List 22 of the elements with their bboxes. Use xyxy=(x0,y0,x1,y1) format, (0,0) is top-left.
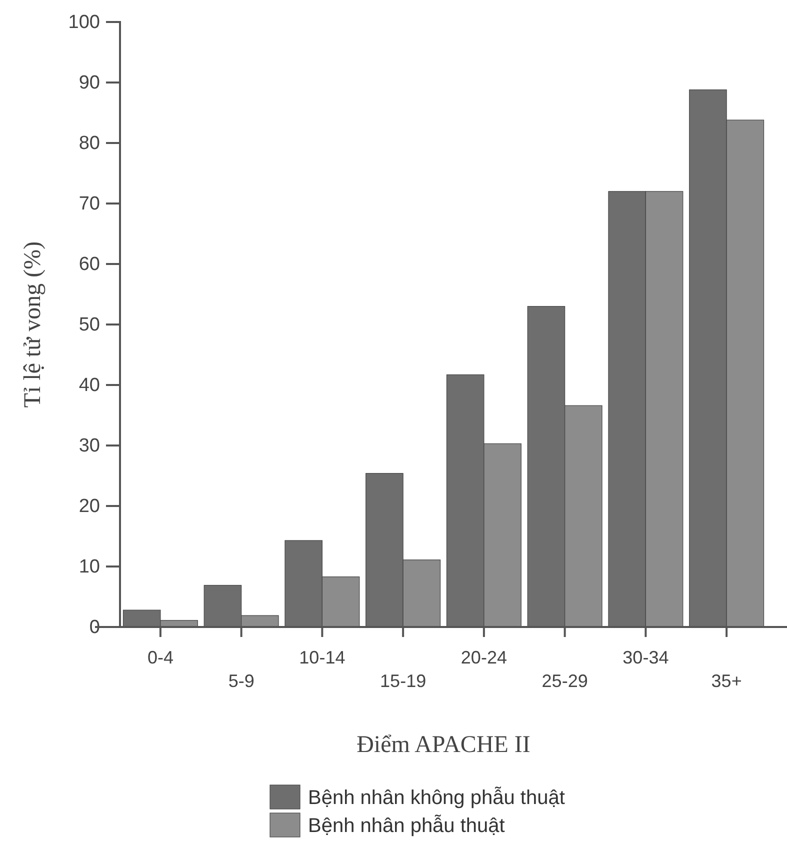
y-tick-label: 30 xyxy=(78,436,100,457)
x-tick-label: 35+ xyxy=(711,670,742,691)
legend-label: Bệnh nhân phẫu thuật xyxy=(308,814,506,837)
y-tick-label: 60 xyxy=(78,254,100,276)
x-tick-label: 15-19 xyxy=(380,670,426,691)
y-tick-label: 90 xyxy=(78,72,100,94)
y-tick-label: 70 xyxy=(78,194,100,215)
y-tick-label: 100 xyxy=(68,12,100,34)
x-tick-label: 25-29 xyxy=(542,670,588,691)
x-tick-label: 0-4 xyxy=(147,647,174,668)
y-tick-label: 50 xyxy=(78,314,100,336)
x-tick-label: 10-14 xyxy=(299,647,346,668)
legend-label: Bệnh nhân không phẫu thuật xyxy=(308,786,566,809)
x-tick-label: 5-9 xyxy=(228,670,254,691)
y-tick-label: 80 xyxy=(78,133,100,154)
x-tick-label: 30-34 xyxy=(622,647,669,668)
y-tick-label: 20 xyxy=(78,496,100,518)
x-axis-title: Điểm APACHE II xyxy=(356,732,530,758)
y-tick-label: 40 xyxy=(78,375,100,396)
y-axis-title: Tỉ lệ tử vong (%) xyxy=(20,241,46,408)
y-tick-label: 10 xyxy=(78,556,100,578)
x-tick-label: 20-24 xyxy=(460,647,507,668)
